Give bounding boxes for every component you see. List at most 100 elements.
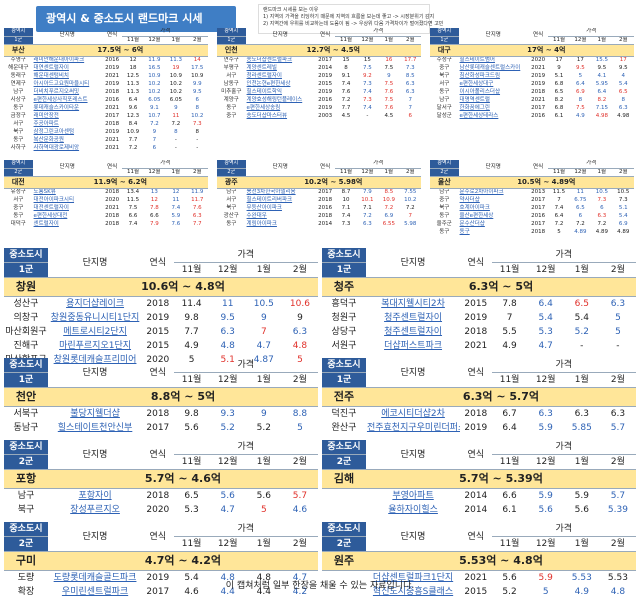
complex-name-link[interactable]: 센트럴자이 xyxy=(33,220,59,227)
price-m11: 6.8 xyxy=(554,104,564,111)
district-cell: 청원구 xyxy=(331,313,357,323)
tier-label: 1군 xyxy=(322,262,366,278)
complex-name-link[interactable]: 삼정그린코아센텀 xyxy=(33,128,75,135)
complex-name-link[interactable]: 에코시티더샵2차 xyxy=(381,409,445,419)
complex-name-link[interactable]: 장성푸르지오 xyxy=(70,505,120,515)
complex-name-link[interactable]: 대명역센트럴 xyxy=(459,96,490,103)
price-m2: 7 xyxy=(408,96,413,103)
complex-name-link[interactable]: 더샵퍼스트파크 xyxy=(384,341,443,351)
complex-name-link[interactable]: 청주센트럴자이 xyxy=(384,327,443,337)
complex-name-link[interactable]: 힐스테이트범어 xyxy=(459,56,495,63)
complex-name-link[interactable]: 메트로시티2단지 xyxy=(63,327,127,337)
complex-name-link[interactable]: 한화꿈에그린 xyxy=(459,104,490,111)
district-cell: 북구 xyxy=(226,204,237,211)
complex-name-link[interactable]: e편한세상대전 xyxy=(33,212,68,219)
col-m11: 11월 xyxy=(548,168,570,177)
table-row: 사하구 사하역대광로제비앙 2021 7.2 6 - - xyxy=(4,144,208,152)
complex-name-link[interactable]: 힐스테이트리버파크 xyxy=(246,196,293,203)
price-m12: 7.3 xyxy=(363,80,372,87)
complex-name-link[interactable]: 롯데캐슬스카이타운 xyxy=(33,104,80,111)
price-m11: 4.5 xyxy=(341,112,351,119)
price-m12: 7.9 xyxy=(150,220,159,227)
complex-name-link[interactable]: 약사더샵 xyxy=(459,196,480,203)
complex-name-link[interactable]: 주공아파트 xyxy=(33,120,59,127)
district-cell: 덕진구 xyxy=(331,409,357,419)
price-m1: - xyxy=(174,144,177,151)
complex-name-link[interactable]: 호계아이파크 xyxy=(459,204,490,211)
complex-name-link[interactable]: 울산e편한세상 xyxy=(459,212,494,219)
complex-name-link[interactable]: 인천논현e편한세상 xyxy=(246,80,291,87)
col-m1: 1월 xyxy=(245,536,282,552)
complex-name-link[interactable]: 송도더샵센트럴파크 xyxy=(246,56,293,63)
complex-name-link[interactable]: 마린푸르지오1단지 xyxy=(59,341,132,351)
complex-name-link[interactable]: 계양효성해링턴플레이스 xyxy=(246,96,303,103)
complex-name-link[interactable]: 청주센트럴자이 xyxy=(384,313,443,323)
year-cell: 2020 xyxy=(531,56,546,63)
complex-name-link[interactable]: 이시아폴리스더샵 xyxy=(459,88,501,95)
price-m2: 10.2 xyxy=(404,196,417,203)
table-row: 남구 더비치푸르지오써밋 2018 11.3 10.2 10.2 9.5 xyxy=(4,88,208,96)
complex-name-link[interactable]: 더샵센트럴파크1단지 xyxy=(372,573,454,583)
complex-name-link[interactable]: 대연센트럴자이 xyxy=(33,64,69,71)
col-year-header: 연식 xyxy=(142,248,174,278)
year-cell: 2014 xyxy=(318,64,333,71)
complex-name-link[interactable]: 수완대우 xyxy=(246,212,267,219)
complex-name-link[interactable]: 문수산더샵 xyxy=(459,220,485,227)
district-cell: 수영구 xyxy=(10,56,26,63)
price-m2: 10.5 xyxy=(617,188,630,195)
complex-name-link[interactable]: e편한세상사직포레스트 xyxy=(33,96,88,103)
complex-name-link[interactable]: e편한세상대구 xyxy=(459,80,494,87)
complex-name-link[interactable]: 봉선3차한국아델리움 xyxy=(246,188,296,195)
complex-name-link[interactable]: e편한세상송림 xyxy=(246,104,281,111)
price-m11: 7.7 xyxy=(128,136,138,143)
complex-name-link[interactable]: 힐스테이트천안신부 xyxy=(57,423,133,433)
district-cell: 북구 xyxy=(17,505,35,515)
complex-name-link[interactable]: 창원중동유니시티1단지 xyxy=(50,313,140,323)
price-m2: 7 xyxy=(408,212,413,219)
year-cell: 2019 xyxy=(531,80,546,87)
city-name: 포항 xyxy=(4,469,48,489)
complex-name-link[interactable]: 대전센트럴자이 xyxy=(33,204,69,211)
complex-name-link[interactable]: 계림아이파크 xyxy=(246,220,277,227)
price-m12: - xyxy=(366,112,369,119)
complex-name-link[interactable]: 용지더샵레이크 xyxy=(66,299,125,309)
complex-name-link[interactable]: 우미린센트럴파크 xyxy=(61,587,129,597)
complex-name-link[interactable]: 송도더샵마스터뷰 xyxy=(246,112,288,119)
complex-name-link[interactable]: 문수로2차아이파크 xyxy=(459,188,504,195)
table-row: 부영아파트 2014 6.6 5.9 5.9 5.7 xyxy=(322,489,636,504)
complex-name-link[interactable]: 복대지웰시티2차 xyxy=(381,299,445,309)
complex-name-link[interactable]: 부영아파트 xyxy=(392,491,434,501)
complex-name-link[interactable]: 래미안해운대아이파크 xyxy=(33,56,85,63)
complex-name-link[interactable]: 더비치푸르지오써밋 xyxy=(33,88,80,95)
complex-name-link[interactable]: 해운대센텀비치 xyxy=(33,72,69,79)
complex-name-link[interactable]: 도량롯데캐슬골드파크 xyxy=(53,573,137,583)
complex-name-link[interactable]: 남산롯데캐슬센트럴스카이 xyxy=(459,64,521,71)
complex-name-link[interactable]: 불당지웰더샵 xyxy=(70,409,120,419)
complex-name-link[interactable]: 아시아드고요원마을시티 xyxy=(33,80,90,87)
district-cell: 울주군 xyxy=(436,220,452,227)
complex-name-link[interactable]: 혁신도시중흥S클래스 xyxy=(372,587,454,597)
complex-name-link[interactable]: 계양센트레빌 xyxy=(246,64,277,71)
price-m2: 17.5 xyxy=(191,64,204,71)
complex-name-link[interactable]: 침산화성파크드림 xyxy=(459,72,501,79)
complex-name-link[interactable]: 청라센트럴자이 xyxy=(246,72,282,79)
price-m1: 15.5 xyxy=(595,56,608,63)
complex-name-link[interactable]: 무등산아이파크 xyxy=(246,204,282,211)
complex-name-link[interactable]: 래미안장전 xyxy=(33,112,59,119)
complex-name-link[interactable]: 사하역대광로제비앙 xyxy=(33,144,80,151)
complex-name-link[interactable]: 복산문화공원 xyxy=(33,136,64,143)
complex-name-link[interactable]: 동구 xyxy=(459,228,470,235)
table-row: 덕진구 에코시티더샵2차 2018 6.7 6.3 6.3 6.3 xyxy=(322,407,636,422)
complex-name-link[interactable]: 도룡SK뷰 xyxy=(33,188,56,195)
year-cell: 2018 xyxy=(105,220,120,227)
complex-name-link[interactable]: 대전아이파크시티 xyxy=(33,196,75,203)
complex-name-link[interactable]: 힐스테이트학익 xyxy=(246,88,282,95)
complex-name-link[interactable]: 전주효천지구우미린더퍼스트 xyxy=(366,423,460,433)
col-price-header: 가격 xyxy=(122,28,208,37)
complex-name-link[interactable]: e편한세상테라스 xyxy=(459,112,499,119)
price-m2: 5.4 xyxy=(618,80,628,87)
col-m2: 2월 xyxy=(186,168,208,177)
complex-name-link[interactable]: 포항자이 xyxy=(78,491,112,501)
complex-name-link[interactable]: 율하자이힐스 xyxy=(388,505,438,515)
price-m12: 4.7 xyxy=(538,341,553,351)
